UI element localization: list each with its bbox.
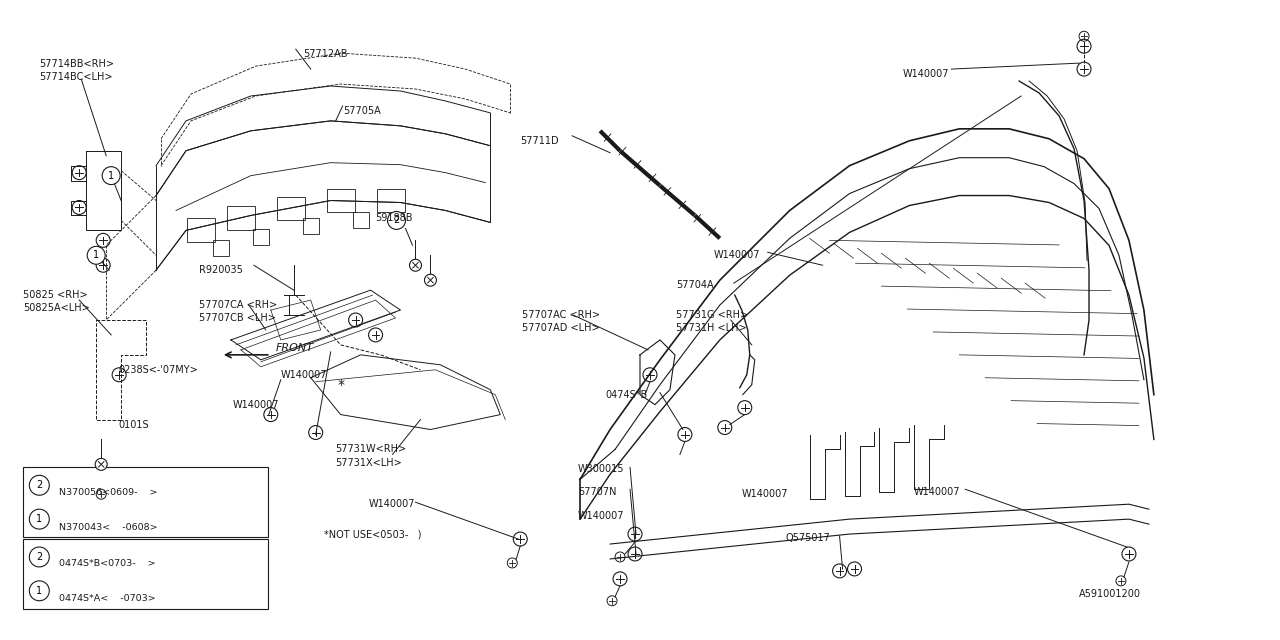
Circle shape — [388, 211, 406, 229]
Text: 59188B: 59188B — [375, 214, 413, 223]
Bar — [303, 218, 319, 234]
Text: *: * — [337, 378, 344, 392]
Text: 1: 1 — [108, 171, 114, 180]
Text: *NOT USE<0503-   ): *NOT USE<0503- ) — [324, 529, 421, 539]
Text: 57707N: 57707N — [579, 487, 617, 497]
Text: 0101S: 0101S — [118, 420, 148, 429]
Circle shape — [29, 581, 50, 601]
Circle shape — [29, 547, 50, 567]
Bar — [187, 218, 215, 243]
Text: W140007: W140007 — [369, 499, 415, 509]
Text: W140007: W140007 — [233, 399, 279, 410]
Text: 50825 <RH>
50825A<LH>: 50825 <RH> 50825A<LH> — [23, 290, 90, 314]
Text: FRONT: FRONT — [275, 343, 314, 353]
Bar — [23, 467, 268, 537]
Text: 57711D: 57711D — [520, 136, 559, 146]
Bar — [276, 196, 305, 220]
Text: 57731W<RH>
57731X<LH>: 57731W<RH> 57731X<LH> — [335, 444, 407, 468]
Text: W140007: W140007 — [714, 250, 760, 260]
Bar — [227, 207, 255, 230]
Text: 0474S*B: 0474S*B — [605, 390, 648, 400]
Circle shape — [410, 259, 421, 271]
Text: W300015: W300015 — [579, 465, 625, 474]
Circle shape — [425, 274, 436, 286]
Text: 1: 1 — [36, 514, 42, 524]
Bar — [212, 241, 229, 256]
Bar — [253, 229, 269, 245]
Text: Q575017: Q575017 — [786, 533, 831, 543]
Text: R920035: R920035 — [198, 265, 243, 275]
Text: W140007: W140007 — [902, 69, 948, 79]
Text: 2: 2 — [393, 216, 399, 225]
Text: 57712AB: 57712AB — [303, 49, 347, 59]
Circle shape — [95, 458, 108, 470]
Text: 57707AC <RH>
57707AD <LH>: 57707AC <RH> 57707AD <LH> — [522, 310, 600, 333]
Text: N370043<    -0608>: N370043< -0608> — [59, 523, 157, 532]
Circle shape — [87, 246, 105, 264]
Bar — [326, 189, 355, 212]
Text: 0474S*A<    -0703>: 0474S*A< -0703> — [59, 595, 156, 604]
Text: 57731G <RH>
57731H <LH>: 57731G <RH> 57731H <LH> — [676, 310, 748, 333]
Text: 1: 1 — [93, 250, 100, 260]
Bar — [23, 539, 268, 609]
Text: W140007: W140007 — [579, 511, 625, 521]
Bar — [352, 212, 369, 228]
Text: 57704A: 57704A — [676, 280, 713, 290]
Text: 57707CA <RH>
57707CB <LH>: 57707CA <RH> 57707CB <LH> — [198, 300, 276, 323]
Text: 0474S*B<0703-    >: 0474S*B<0703- > — [59, 559, 156, 568]
Text: W140007: W140007 — [280, 370, 328, 380]
Text: W140007: W140007 — [914, 487, 960, 497]
Bar — [376, 189, 404, 212]
Text: 1: 1 — [36, 586, 42, 596]
Circle shape — [102, 166, 120, 184]
Text: 57705A: 57705A — [343, 106, 381, 116]
Text: N370056<0609-    >: N370056<0609- > — [59, 488, 157, 497]
Text: 57714BB<RH>
57714BC<LH>: 57714BB<RH> 57714BC<LH> — [40, 59, 114, 83]
Text: W140007: W140007 — [742, 489, 788, 499]
Text: 2: 2 — [36, 480, 42, 490]
Text: A591001200: A591001200 — [1079, 589, 1140, 599]
Text: 2: 2 — [36, 552, 42, 562]
Circle shape — [29, 509, 50, 529]
Text: 0238S<-'07MY>: 0238S<-'07MY> — [118, 365, 198, 375]
Circle shape — [29, 476, 50, 495]
